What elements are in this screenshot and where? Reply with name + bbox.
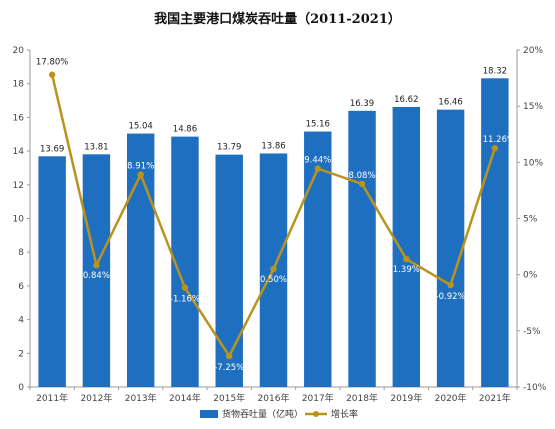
growth-rate-point [358,180,366,188]
right-tick-label: 5% [523,215,538,225]
left-tick-label: 20 [13,46,25,56]
left-tick-label: 6 [18,282,24,292]
growth-rate-label: 0.50% [260,275,287,285]
bar [348,110,376,388]
growth-rate-point [48,71,56,78]
left-tick-label: 16 [13,113,25,123]
x-tick-label: 2016年 [258,392,290,404]
growth-rate-label: -0.92% [436,292,466,302]
left-tick-label: 12 [13,181,24,191]
x-tick-label: 2019年 [390,392,422,404]
bar [82,154,111,387]
x-tick-label: 2015年 [213,392,245,404]
growth-rate-label: 0.84% [83,271,110,281]
growth-rate-point [270,265,277,273]
bar [304,131,332,387]
right-tick-label: 0% [523,271,538,281]
x-tick-label: 2014年 [169,392,201,404]
growth-rate-point [93,262,100,269]
growth-rate-point [137,171,144,178]
left-tick-label: 0 [18,383,24,393]
bar [436,109,465,388]
left-tick-label: 2 [18,349,24,359]
left-tick-label: 10 [13,215,25,225]
growth-rate-label: -1.16% [170,295,200,305]
left-tick-label: 8 [18,248,24,258]
bar-value-label: 18.32 [483,66,507,76]
bar-value-label: 15.04 [129,122,153,132]
bar-value-label: 13.79 [217,143,241,153]
growth-rate-label: 8.08% [349,171,376,181]
bar [481,78,509,388]
left-tick-label: 4 [18,316,24,326]
x-tick-label: 2013年 [125,392,157,404]
right-tick-label: 10% [523,158,543,168]
growth-rate-point [491,144,499,152]
bar-value-label: 13.69 [40,144,64,154]
bar-value-label: 15.16 [306,120,330,130]
bar-value-label: 13.86 [261,141,285,151]
growth-rate-label: 1.39% [393,265,420,275]
growth-rate-label: 11.26% [483,135,515,145]
bar-value-label: 13.81 [84,142,108,152]
left-tick-label: 18 [13,80,25,90]
bar-value-label: 16.39 [350,99,374,109]
growth-rate-label: 17.80% [36,58,68,68]
x-tick-label: 2012年 [80,392,112,404]
x-tick-label: 2020年 [435,392,467,404]
x-tick-label: 2021年 [479,392,511,404]
x-tick-label: 2017年 [302,392,334,404]
growth-rate-point [447,281,454,289]
x-tick-label: 2018年 [346,392,378,404]
growth-rate-point [403,255,410,263]
bar [215,154,243,387]
bar [38,156,66,387]
bar-value-label: 14.86 [173,125,197,135]
growth-rate-label: 9.44% [304,156,331,166]
right-tick-label: 15% [523,102,543,112]
chart-title: 我国主要港口煤炭吞吐量（2011-2021） [154,12,401,27]
legend-bar-swatch [200,410,218,418]
right-tick-label: 20% [523,46,543,56]
growth-rate-label: 8.91% [127,162,154,172]
growth-rate-point [226,352,233,360]
legend-line-marker [313,411,319,417]
growth-rate-label: -7.25% [214,363,244,373]
growth-rate-point [181,284,189,291]
bar-value-label: 16.62 [394,95,418,105]
legend-bar-label: 货物吞吐量（亿吨） [222,408,303,420]
legend-line-label: 增长率 [331,408,358,420]
right-tick-label: -5% [523,327,541,337]
bar-value-label: 16.46 [438,98,462,108]
x-tick-label: 2011年 [36,392,68,404]
right-tick-label: -10% [523,383,547,393]
growth-rate-point [314,165,321,172]
left-tick-label: 14 [13,147,25,157]
bar [392,106,421,387]
